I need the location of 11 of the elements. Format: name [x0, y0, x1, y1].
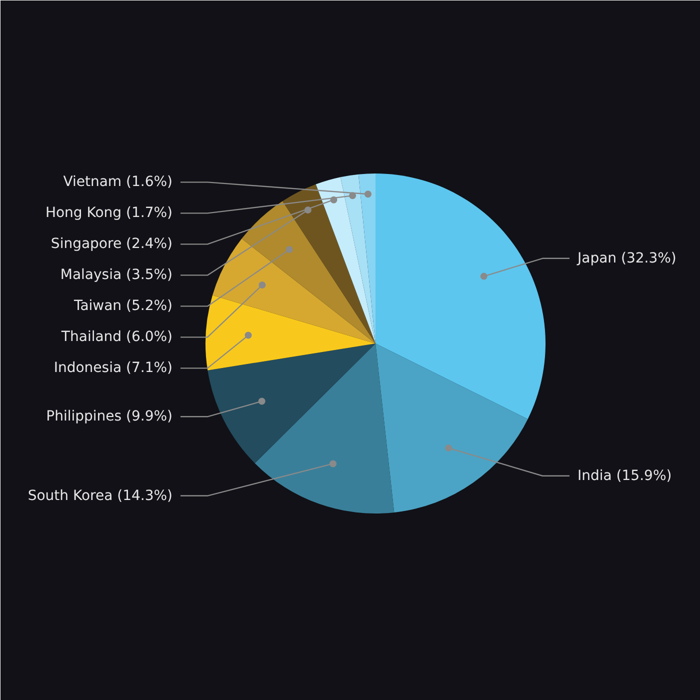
- slice-label: Malaysia (3.5%): [60, 267, 173, 284]
- slice-label: India (15.9%): [578, 468, 672, 484]
- slice-label: Indonesia (7.1%): [54, 360, 173, 376]
- slice-label: Thailand (6.0%): [60, 329, 173, 346]
- slice-label: Philippines (9.9%): [46, 408, 173, 425]
- slice-label: Hong Kong (1.7%): [45, 205, 173, 222]
- slice-label: Singapore (2.4%): [50, 236, 173, 252]
- slice-label: Japan (32.3%): [576, 250, 676, 266]
- slice-label: South Korea (14.3%): [28, 488, 173, 504]
- slice-label: Vietnam (1.6%): [63, 174, 173, 190]
- slice-label: Taiwan (5.2%): [72, 298, 172, 314]
